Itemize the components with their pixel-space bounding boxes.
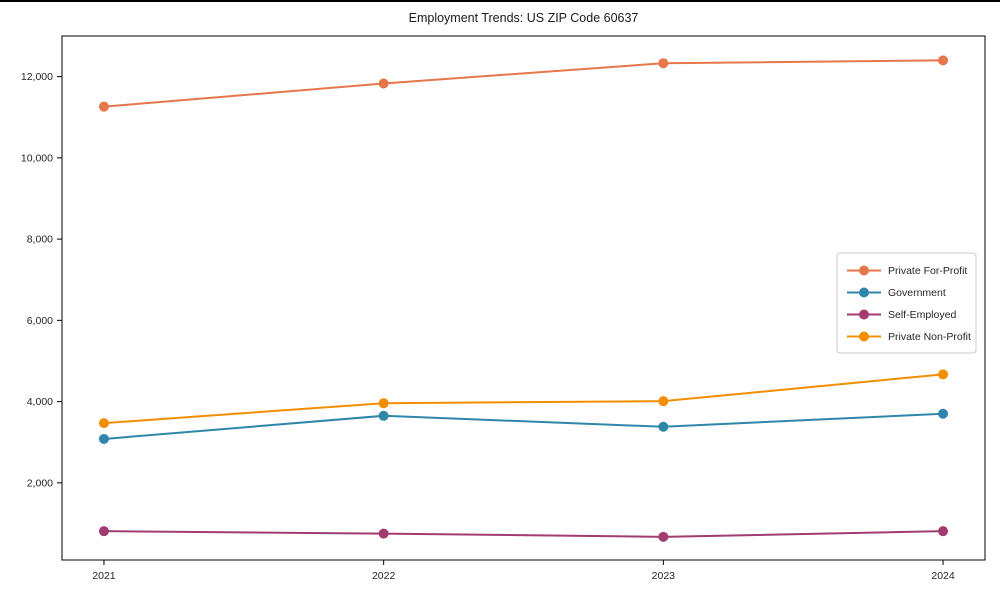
legend-item-self-employed: Self-Employed [847, 309, 956, 321]
legend-label: Government [888, 287, 946, 299]
y-tick-label: 10,000 [21, 152, 53, 164]
legend-item-private-non-profit: Private Non-Profit [847, 331, 971, 343]
legend-label: Self-Employed [888, 309, 956, 321]
series-line [103, 373, 944, 425]
data-point [378, 398, 389, 409]
series-line [103, 530, 944, 538]
data-point [658, 58, 669, 69]
series-line [103, 412, 944, 440]
data-point [658, 421, 669, 432]
chart-title: Employment Trends: US ZIP Code 60637 [408, 11, 639, 25]
legend-marker [859, 309, 869, 320]
plot-frame [61, 35, 986, 561]
x-tick-label: 2023 [652, 570, 676, 582]
data-point [658, 531, 669, 542]
series-private-for-profit [98, 55, 949, 112]
legend-frame [836, 252, 977, 354]
legend-label: Private For-Profit [888, 265, 967, 277]
data-point [378, 528, 389, 539]
data-point [378, 410, 389, 421]
data-point [938, 526, 949, 537]
legend-marker [859, 287, 869, 298]
series-line [103, 59, 944, 108]
x-tick-label: 2022 [372, 570, 396, 582]
x-tick-label: 2024 [931, 570, 955, 582]
x-axis: 2021 2022 2023 2024 [92, 560, 955, 582]
data-point [98, 433, 109, 444]
data-point [98, 418, 109, 429]
data-point [98, 526, 109, 537]
data-point [98, 101, 109, 112]
legend: Private For-Profit Government Self-Employe… [836, 252, 977, 354]
legend-item-government: Government [847, 287, 946, 299]
y-tick-label: 4,000 [27, 396, 53, 408]
series-government [98, 408, 949, 444]
window-top-edge [0, 0, 1000, 2]
x-tick-label: 2021 [92, 570, 116, 582]
y-tick-label: 8,000 [27, 234, 53, 246]
y-tick-label: 12,000 [21, 71, 53, 83]
series-private-non-profit [98, 369, 949, 429]
legend-marker [859, 331, 869, 342]
data-point [658, 396, 669, 407]
data-point [378, 78, 389, 89]
legend-marker [859, 265, 869, 276]
legend-item-private-for-profit: Private For-Profit [847, 265, 967, 277]
data-point [938, 55, 949, 66]
legend-label: Private Non-Profit [888, 331, 971, 343]
y-tick-label: 2,000 [27, 477, 53, 489]
data-point [938, 408, 949, 419]
data-point [938, 369, 949, 380]
y-axis: 2,000 4,000 6,000 8,000 10,000 12,000 [21, 71, 62, 489]
y-tick-label: 6,000 [27, 315, 53, 327]
series-self-employed [98, 526, 949, 542]
